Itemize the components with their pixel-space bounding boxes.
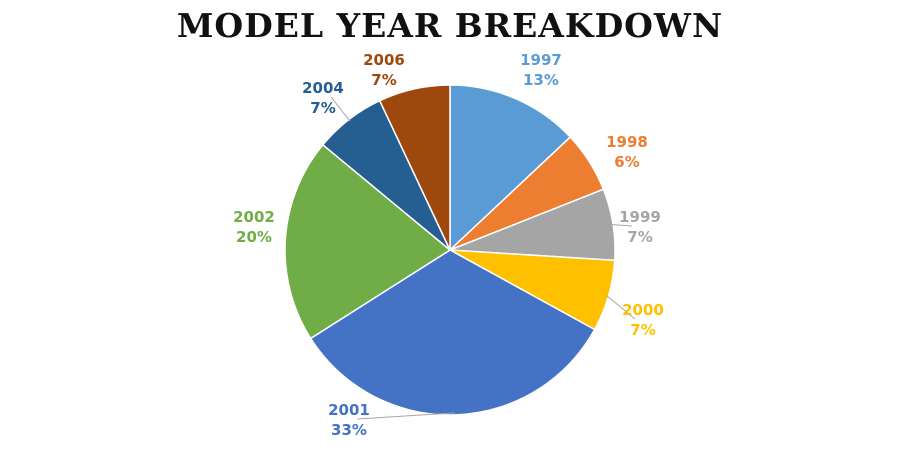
slice-value-2001: 33% (331, 421, 367, 439)
leader-line-2000 (606, 295, 636, 320)
slice-label-2006: 2006 (363, 51, 405, 69)
slice-label-2002: 2002 (233, 208, 275, 226)
slice-label-2000: 2000 (622, 301, 664, 319)
slice-value-2006: 7% (371, 71, 396, 89)
slice-value-1997: 13% (523, 71, 559, 89)
chart-title: MODEL YEAR BREAKDOWN (176, 6, 724, 45)
slice-label-1999: 1999 (619, 208, 661, 226)
pie-slice-2006 (378, 84, 451, 251)
leader-line-2001 (356, 412, 456, 420)
slice-value-2000: 7% (630, 321, 655, 339)
pie-slice-2002 (284, 143, 452, 340)
slice-label-2004: 2004 (302, 79, 344, 97)
slice-value-1999: 7% (627, 228, 652, 246)
pie-slice-2001 (309, 249, 596, 416)
slice-label-1997: 1997 (520, 51, 562, 69)
slice-value-2004: 7% (310, 99, 335, 117)
slice-label-2001: 2001 (328, 401, 370, 419)
leader-line-1999 (610, 224, 633, 227)
slice-value-2002: 20% (236, 228, 272, 246)
slice-value-1998: 6% (614, 153, 639, 171)
pie-slice-1997 (449, 84, 572, 252)
leader-line-2004 (330, 96, 351, 122)
slice-label-1998: 1998 (606, 133, 648, 151)
